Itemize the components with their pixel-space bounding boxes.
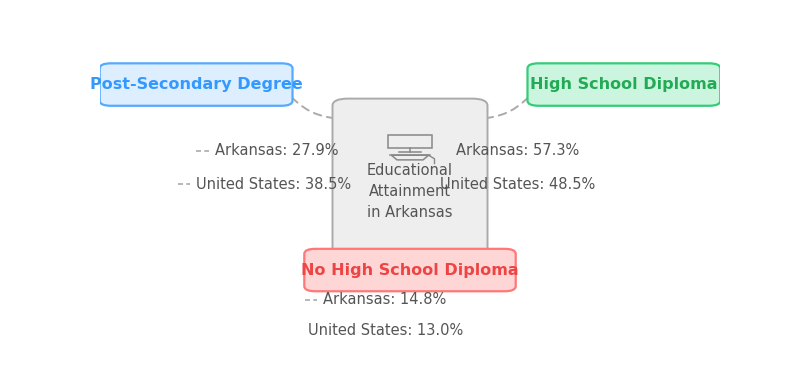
FancyBboxPatch shape [527,64,720,106]
FancyBboxPatch shape [333,99,487,259]
Text: Arkansas: 14.8%: Arkansas: 14.8% [323,292,446,307]
Text: Arkansas: 27.9%: Arkansas: 27.9% [214,143,338,158]
Text: United States: 38.5%: United States: 38.5% [196,177,351,192]
Text: United States: 13.0%: United States: 13.0% [308,323,463,338]
Text: Arkansas: 57.3%: Arkansas: 57.3% [457,143,580,158]
Text: Educational
Attainment
in Arkansas: Educational Attainment in Arkansas [367,163,453,220]
Text: Post-Secondary Degree: Post-Secondary Degree [90,77,302,92]
Text: High School Diploma: High School Diploma [530,77,718,92]
FancyBboxPatch shape [304,249,516,291]
Text: No High School Diploma: No High School Diploma [301,262,519,277]
Text: United States: 48.5%: United States: 48.5% [440,177,595,192]
FancyBboxPatch shape [100,64,293,106]
